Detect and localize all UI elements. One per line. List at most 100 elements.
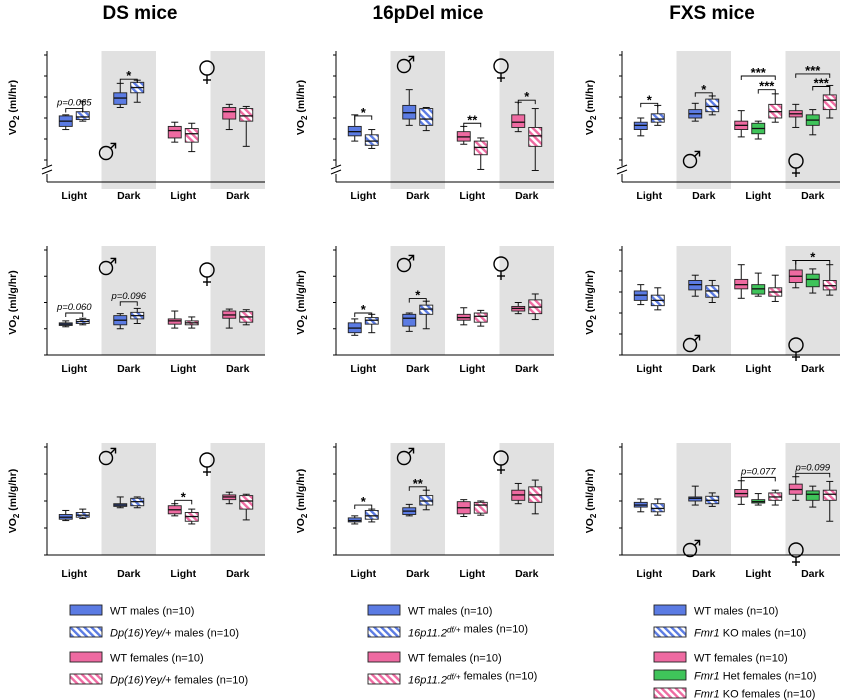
box-wt-males	[58, 320, 73, 328]
legend-label-part: males (n=10)	[461, 624, 529, 636]
legend-swatch	[653, 669, 687, 681]
box-wt-females	[167, 121, 182, 143]
legend-item: WT males (n=10)	[367, 604, 492, 618]
significance-bracket	[757, 89, 776, 94]
significance-bracket	[65, 108, 84, 113]
male-symbol-arrow	[694, 334, 701, 341]
box-wt-females	[734, 264, 749, 299]
legend-label: 16p11.2df/+ males (n=10)	[408, 624, 528, 640]
y-axis-label-main: VO	[7, 320, 19, 335]
legend-label-part: males (n=10)	[171, 628, 239, 640]
significance-bracket	[408, 486, 427, 491]
legend-item: Dp(16)Yey/+ males (n=10)	[69, 626, 239, 640]
sex-symbols	[682, 539, 804, 566]
box-iqr	[239, 495, 254, 510]
male-symbol-arrowhead	[408, 447, 415, 454]
box-dp-16-yey-males	[75, 508, 90, 520]
box-16p11-2df-males	[419, 107, 434, 132]
box-iqr	[805, 490, 820, 501]
male-symbol-arrow	[408, 55, 415, 62]
box-wt-females	[456, 499, 471, 518]
box-16p11-2df-females	[528, 293, 543, 321]
box-iqr	[419, 304, 434, 315]
legend-label-part: females (n=10)	[171, 675, 248, 687]
significance-annotation: p=0.065	[56, 98, 92, 113]
column-title-16pdel: 16pDel mice	[373, 3, 484, 24]
legend-label-part: WT females (n=10)	[694, 653, 788, 665]
y-axis-label-unit: (ml/hr)	[295, 80, 307, 116]
significance-annotation: *	[354, 105, 373, 120]
box-dp-16-yey-females	[239, 105, 254, 147]
panel-h: VO2 (ml/g/hr)Light Dark Light Dark***	[295, 443, 554, 580]
sex-symbols	[396, 55, 509, 82]
male-symbol-arrow	[408, 447, 415, 454]
box-fmr1-ko-males	[705, 95, 720, 116]
legend-swatch	[367, 651, 401, 663]
y-axis-label: VO2 (ml/g/hr)	[295, 270, 309, 335]
box-wt-males	[347, 515, 362, 525]
significance-bracket	[119, 78, 138, 84]
male-symbol	[682, 334, 701, 353]
female-symbol	[788, 542, 804, 566]
box-wt-males	[58, 509, 73, 522]
legend-label: Dp(16)Yey/+ females (n=10)	[110, 675, 248, 687]
box-wt-females	[167, 310, 182, 329]
box-fmr1-het-females	[751, 120, 766, 140]
male-symbol-arrow	[110, 447, 117, 454]
significance-bracket	[463, 122, 482, 128]
box-16p11-2df-females	[473, 500, 488, 516]
box-wt-males	[633, 284, 648, 306]
significance-label: **	[413, 476, 424, 491]
legend-label-part: Fmr1	[694, 628, 720, 640]
box-dp-16-yey-males	[130, 307, 145, 324]
y-axis-label-main: VO	[584, 320, 596, 335]
significance-annotation: *	[174, 489, 193, 505]
box-dp-16-yey-females	[239, 309, 254, 326]
significance-bracket	[694, 92, 713, 97]
significance-bracket	[795, 472, 831, 478]
legend-column-2: WT males (n=10) 16p11.2df/+ males (n=10) W…	[367, 604, 537, 687]
box-iqr	[347, 517, 362, 523]
box-fmr1-ko-males	[705, 279, 720, 303]
panel-a: VO2 (ml/hr) Light Dark Light Dark p=0.065 *	[7, 51, 265, 202]
box-wt-males	[402, 89, 417, 126]
significance-bracket	[354, 312, 373, 317]
legend-label-part: df/+	[447, 673, 461, 682]
dark-phase-band	[210, 246, 265, 355]
significance-annotation: p=0.096	[110, 291, 147, 306]
y-axis-label-main: VO	[295, 120, 307, 135]
legend-label-part: WT females (n=10)	[408, 653, 502, 665]
x-group-label: Light	[745, 568, 771, 580]
legend-swatch	[367, 673, 401, 685]
significance-label: ***	[751, 65, 767, 80]
y-axis-label-unit: (ml/g/hr)	[295, 270, 307, 315]
box-16p11-2df-females	[473, 309, 488, 327]
x-group-label: Light	[61, 363, 87, 375]
box-wt-males	[113, 496, 128, 509]
legend-item: Dp(16)Yey/+ females (n=10)	[69, 673, 248, 687]
x-group-label: Light	[745, 363, 771, 375]
legend-swatch	[367, 626, 401, 638]
significance-annotation: p=0.077	[740, 466, 776, 482]
sex-symbols	[98, 60, 215, 161]
panel-c: VO2 (ml/hr)Light Dark Light Dark***********…	[584, 51, 840, 202]
y-axis-label-main: VO	[584, 518, 596, 533]
box-fmr1-ko-females	[822, 264, 837, 296]
significance-bracket	[65, 312, 84, 317]
male-symbol	[98, 257, 117, 276]
box-fmr1-ko-males	[650, 498, 665, 516]
significance-bracket	[354, 504, 373, 510]
box-iqr	[167, 318, 182, 325]
legend-label-part: Dp(16)Yey/+	[110, 628, 172, 640]
x-group-label: Light	[170, 363, 196, 375]
male-symbol-arrowhead	[408, 55, 415, 62]
box-fmr1-ko-females	[822, 84, 837, 119]
axis-break-mark	[41, 164, 53, 170]
box-iqr	[473, 312, 488, 323]
box-wt-males	[688, 485, 703, 506]
significance-bracket	[174, 499, 193, 505]
legend-swatch	[653, 604, 687, 616]
x-group-label: Dark	[801, 190, 825, 202]
box-wt-males	[688, 102, 703, 122]
